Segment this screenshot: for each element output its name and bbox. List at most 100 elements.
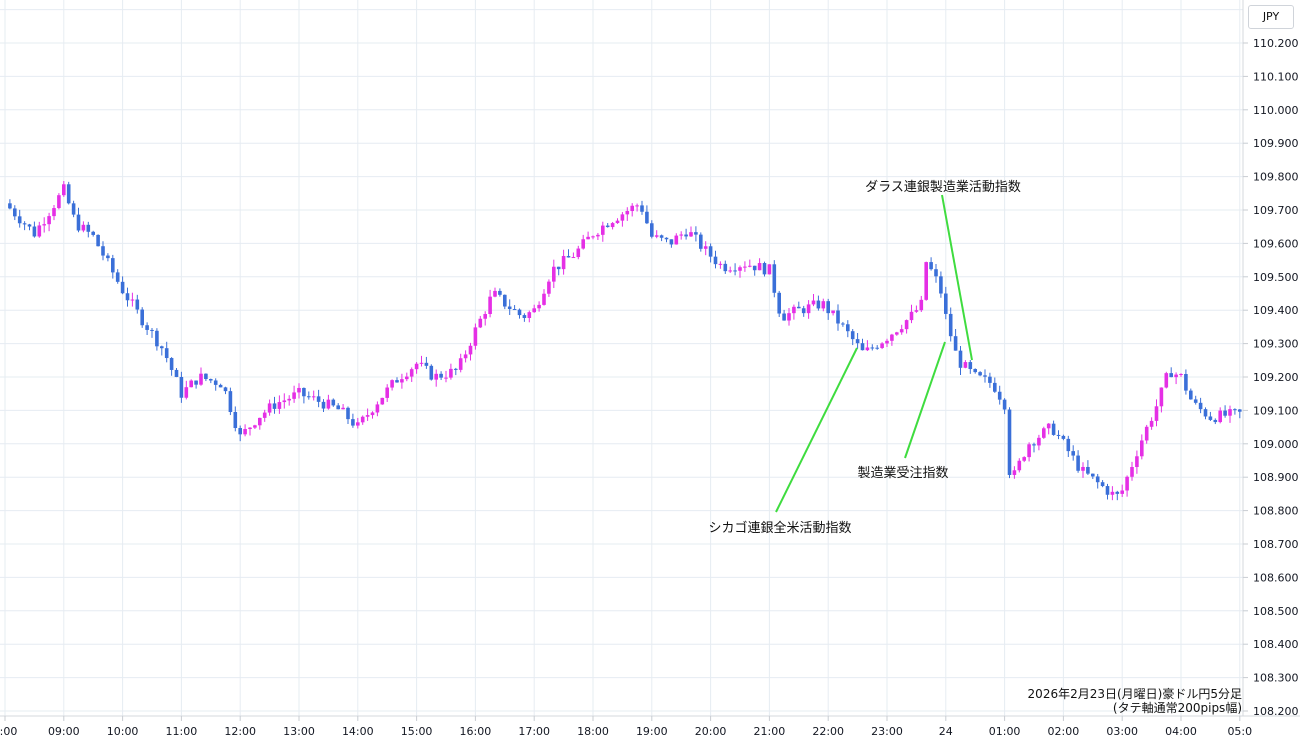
candle-body	[958, 350, 963, 368]
candle	[385, 384, 389, 402]
candle	[238, 425, 242, 442]
candle	[1115, 490, 1120, 501]
candle-body	[32, 226, 37, 237]
candle	[267, 399, 272, 416]
candle-body	[762, 263, 767, 275]
y-tick-label: 109.600	[1253, 237, 1299, 250]
candle-body	[522, 315, 527, 319]
candle-body	[223, 387, 228, 392]
candle	[1066, 435, 1071, 457]
candle	[620, 212, 625, 227]
candle	[253, 424, 257, 429]
candle-body	[1135, 456, 1139, 468]
y-tick-label: 109.000	[1253, 438, 1299, 451]
candle-body	[27, 224, 32, 227]
candle-body	[111, 258, 115, 273]
candle-body	[978, 372, 982, 376]
candle-body	[875, 347, 879, 349]
x-tick-label: 01:00	[989, 725, 1021, 738]
candle-body	[463, 354, 468, 359]
candle-body	[17, 216, 22, 224]
candle	[929, 257, 933, 271]
candle	[738, 265, 742, 278]
candle-body	[836, 310, 840, 324]
candle-body	[507, 306, 512, 310]
candle	[243, 424, 247, 437]
candle-body	[336, 405, 340, 410]
candle	[973, 368, 977, 374]
candle	[258, 417, 262, 430]
candle-body	[909, 311, 914, 321]
candle	[860, 338, 865, 351]
candle	[468, 342, 473, 361]
candle	[689, 226, 693, 238]
candle-body	[1071, 451, 1075, 456]
y-tick-label: 108.900	[1253, 471, 1299, 484]
candle	[1130, 461, 1134, 481]
candle-body	[846, 324, 850, 332]
candle	[566, 249, 571, 258]
candle	[664, 237, 669, 243]
candle-body	[238, 428, 242, 435]
candle-body	[816, 300, 821, 309]
candle	[542, 289, 546, 306]
candle-body	[654, 235, 659, 237]
candle-body	[581, 239, 585, 249]
candle	[13, 205, 17, 221]
candle	[463, 350, 468, 363]
candle-body	[988, 376, 992, 383]
candle	[934, 263, 938, 283]
candle	[885, 338, 889, 347]
candle	[125, 287, 130, 307]
candle	[120, 276, 125, 295]
candle	[209, 378, 213, 384]
candle	[365, 408, 370, 421]
candle	[674, 233, 679, 245]
candle	[811, 293, 816, 307]
candle-body	[1169, 373, 1173, 378]
candle-body	[62, 184, 66, 196]
currency-badge[interactable]: JPY	[1248, 5, 1294, 29]
candle-body	[1130, 467, 1134, 477]
candle	[914, 305, 919, 313]
candle	[1046, 423, 1051, 435]
candle-body	[782, 313, 786, 321]
candle-body	[449, 368, 453, 378]
candle	[743, 261, 747, 272]
candle-body	[1007, 409, 1012, 475]
candle	[561, 249, 566, 275]
candle	[919, 295, 924, 313]
candle-body	[13, 208, 17, 217]
candle-body	[91, 231, 95, 235]
candle	[576, 245, 581, 260]
candle-body	[703, 246, 708, 249]
candle	[473, 323, 478, 350]
candle-body	[797, 306, 801, 309]
candle-body	[650, 223, 654, 237]
x-tick-label: 18:00	[577, 725, 609, 738]
candle	[831, 310, 835, 316]
y-axis-labels: 110.200 110.100 110.000 109.900 109.800 109.7…	[1243, 37, 1299, 718]
candle-body	[267, 403, 272, 413]
candle-body	[439, 373, 443, 378]
candle	[983, 369, 987, 383]
x-tick-label: 20:00	[695, 725, 727, 738]
y-tick-label: 109.900	[1253, 137, 1299, 150]
candle-body	[792, 306, 796, 314]
candle-body	[953, 336, 958, 351]
chart-caption-subtitle: (タテ軸通常200pips幅)	[1112, 701, 1242, 715]
candle-body	[1120, 490, 1124, 494]
candle	[659, 234, 664, 242]
candle	[91, 230, 95, 237]
candle-body	[1042, 428, 1046, 438]
candle-body	[424, 362, 429, 366]
candle	[556, 266, 561, 276]
x-tick-label: 05:0	[1227, 725, 1252, 738]
candle-body	[42, 224, 46, 226]
candle	[262, 409, 267, 422]
candle-body	[409, 369, 414, 377]
candle-body	[723, 263, 728, 272]
candle-body	[743, 266, 747, 268]
